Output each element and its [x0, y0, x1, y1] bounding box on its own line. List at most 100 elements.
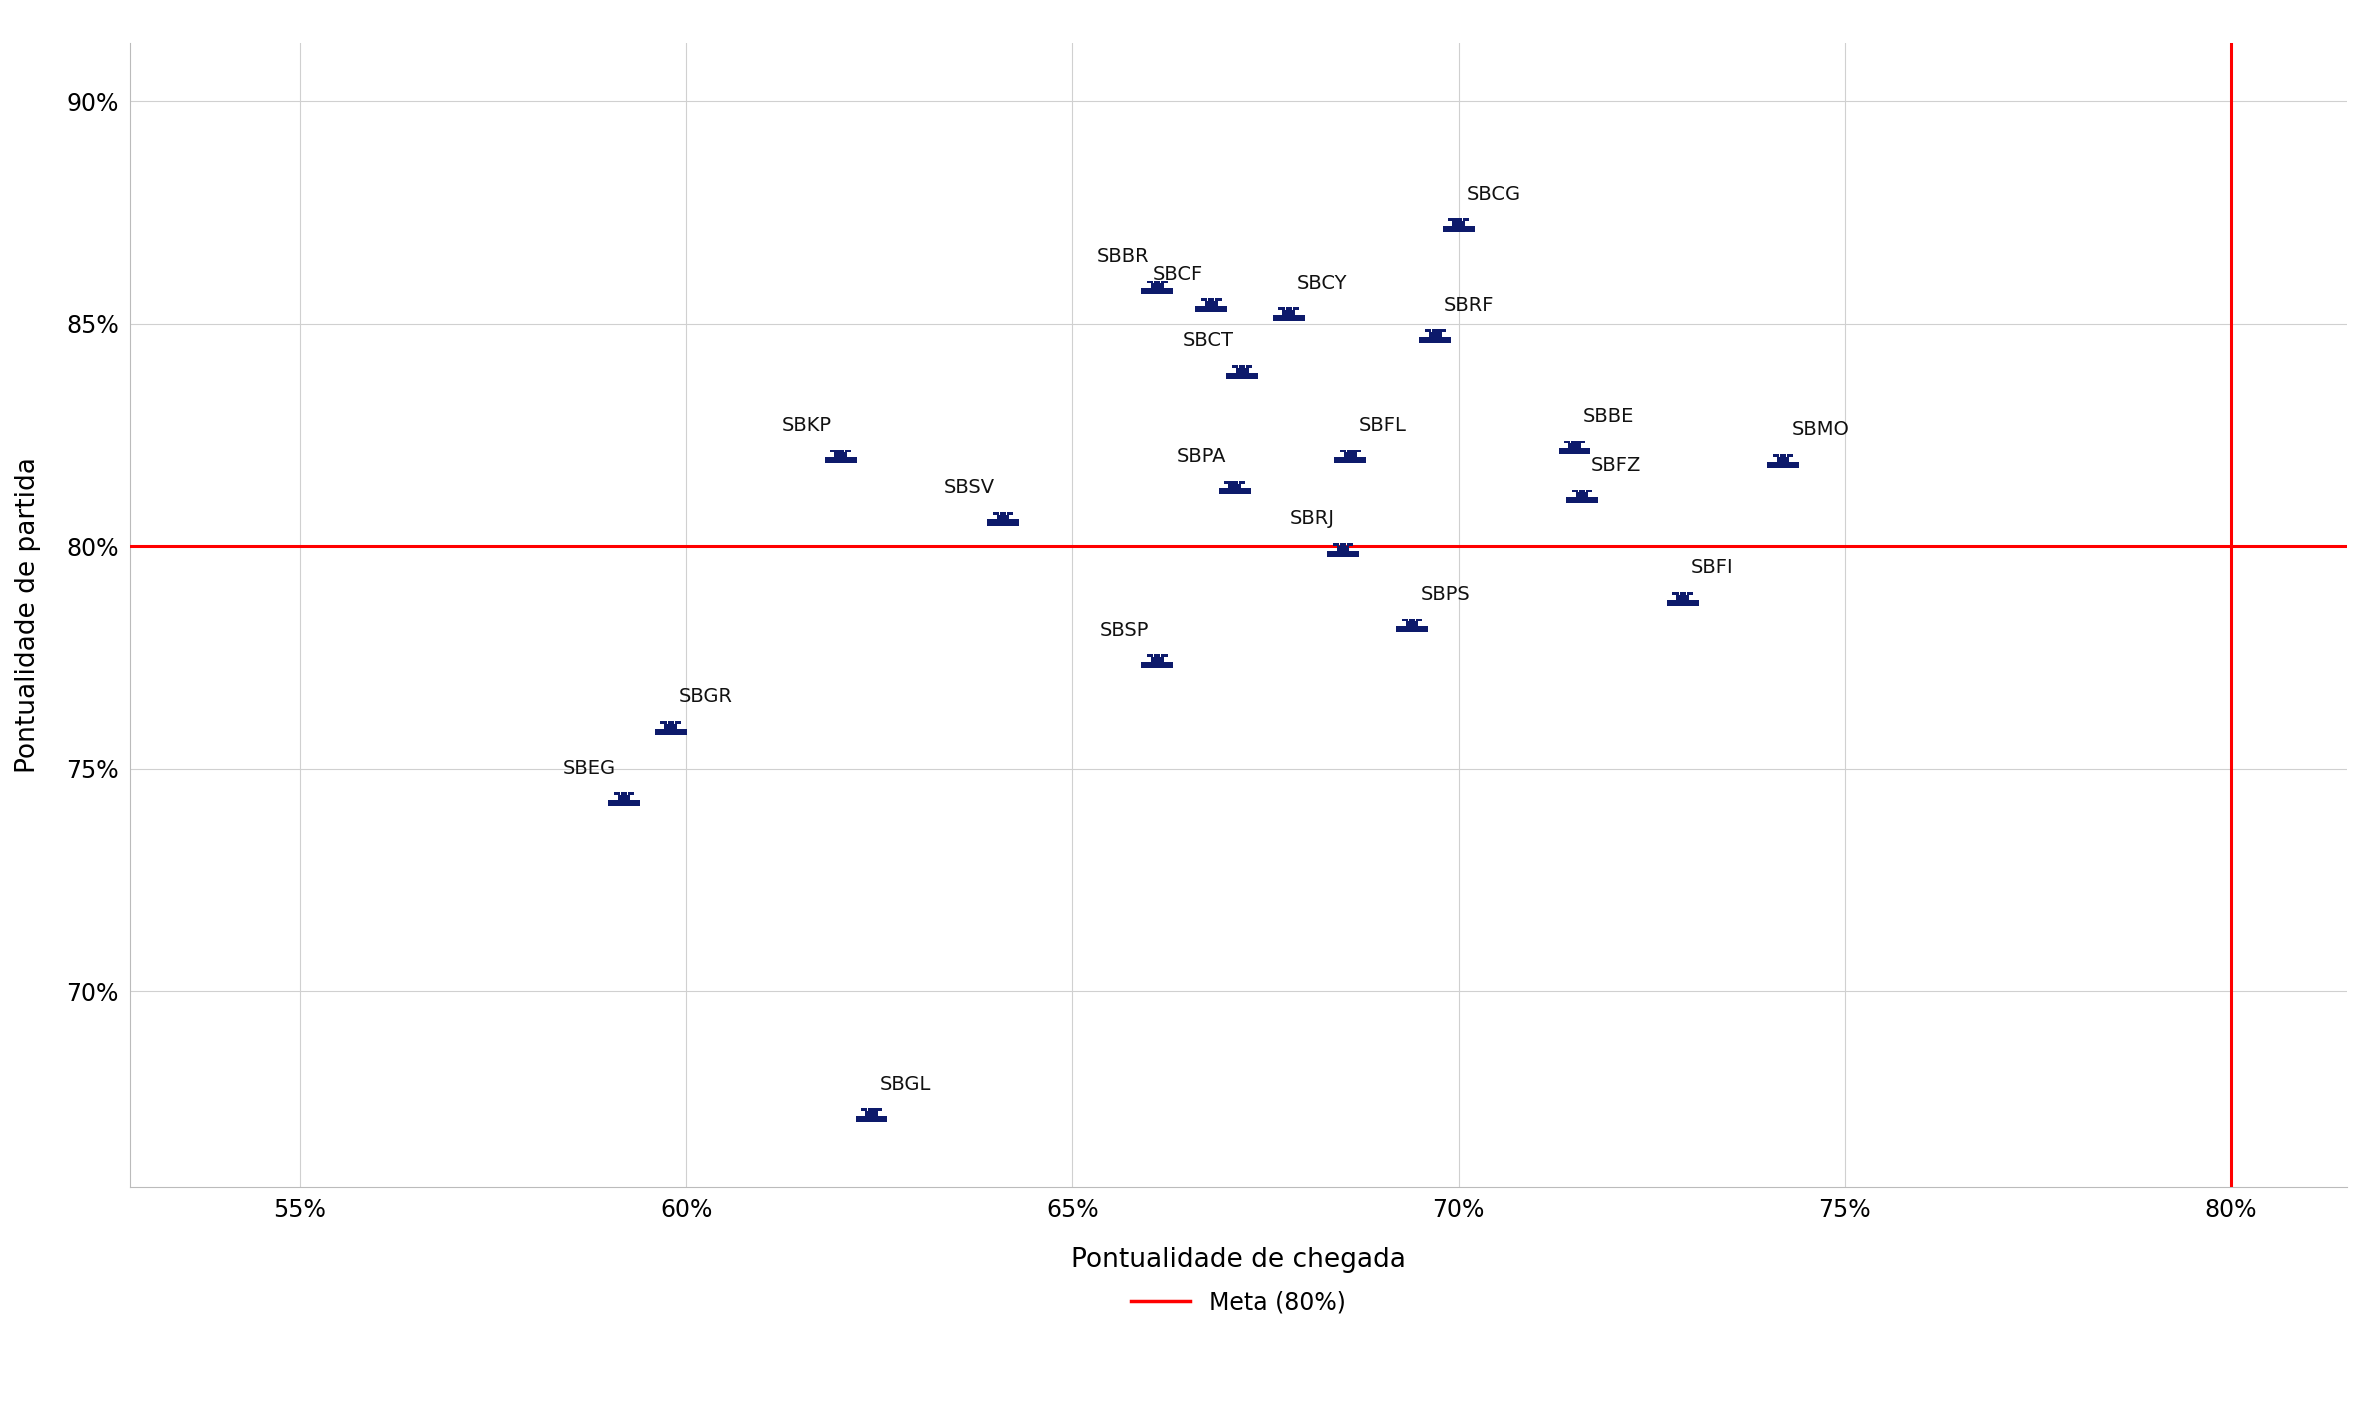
- Bar: [1424, 330, 1431, 332]
- Bar: [1672, 592, 1679, 595]
- Bar: [1292, 307, 1299, 310]
- Bar: [1679, 592, 1686, 595]
- Bar: [846, 449, 850, 452]
- Bar: [1346, 449, 1353, 452]
- Text: SBRJ: SBRJ: [1290, 509, 1335, 529]
- Bar: [1438, 330, 1446, 332]
- Bar: [1273, 315, 1304, 322]
- Text: SBPS: SBPS: [1420, 585, 1469, 604]
- Bar: [869, 1108, 874, 1111]
- Bar: [1578, 441, 1585, 444]
- Bar: [1677, 595, 1689, 599]
- Bar: [1224, 480, 1231, 483]
- Bar: [1238, 480, 1245, 483]
- Bar: [654, 728, 687, 735]
- Bar: [1767, 462, 1800, 468]
- Bar: [1233, 366, 1238, 368]
- Bar: [1353, 449, 1361, 452]
- Bar: [1202, 299, 1207, 300]
- Text: SBFZ: SBFZ: [1590, 456, 1642, 475]
- Bar: [676, 721, 680, 724]
- Bar: [1573, 490, 1578, 493]
- Bar: [1148, 281, 1153, 283]
- Bar: [992, 512, 999, 514]
- Bar: [1228, 483, 1240, 489]
- Bar: [1226, 373, 1259, 378]
- Bar: [1278, 307, 1285, 310]
- Bar: [1776, 456, 1790, 462]
- Y-axis label: Pontualidade de partida: Pontualidade de partida: [14, 458, 40, 774]
- Bar: [1339, 543, 1346, 546]
- Text: SBEG: SBEG: [562, 758, 616, 778]
- Bar: [1150, 283, 1164, 288]
- Bar: [1429, 332, 1441, 337]
- Bar: [1668, 599, 1698, 605]
- Bar: [997, 514, 1009, 520]
- Bar: [1781, 453, 1786, 456]
- Bar: [664, 724, 678, 728]
- Bar: [609, 799, 640, 806]
- Bar: [619, 795, 631, 799]
- Bar: [1155, 281, 1160, 283]
- Bar: [999, 512, 1006, 514]
- Bar: [1006, 512, 1013, 514]
- Bar: [1216, 299, 1221, 300]
- Bar: [1587, 490, 1592, 493]
- Bar: [1141, 662, 1174, 667]
- Bar: [1455, 218, 1462, 221]
- Bar: [1332, 543, 1339, 546]
- Bar: [1162, 281, 1167, 283]
- Bar: [1337, 546, 1349, 551]
- Text: SBSP: SBSP: [1101, 621, 1148, 639]
- Bar: [1571, 441, 1578, 444]
- Text: SBPA: SBPA: [1176, 448, 1226, 466]
- Bar: [1327, 551, 1358, 557]
- Bar: [1417, 619, 1422, 622]
- Bar: [1431, 330, 1438, 332]
- Text: SBCY: SBCY: [1297, 273, 1346, 292]
- Bar: [855, 1115, 888, 1122]
- Bar: [1195, 306, 1228, 312]
- Bar: [1247, 366, 1252, 368]
- Bar: [987, 520, 1018, 526]
- Legend: Meta (80%): Meta (80%): [1122, 1281, 1356, 1323]
- Bar: [1774, 453, 1779, 456]
- Bar: [1205, 300, 1216, 306]
- Text: SBBE: SBBE: [1583, 407, 1635, 427]
- Bar: [1788, 453, 1793, 456]
- Text: SBFI: SBFI: [1691, 558, 1734, 577]
- Text: SBKP: SBKP: [782, 417, 831, 435]
- Bar: [1566, 497, 1599, 503]
- Bar: [831, 449, 836, 452]
- Bar: [1410, 619, 1415, 622]
- Bar: [1346, 543, 1353, 546]
- Bar: [1162, 655, 1167, 657]
- Bar: [876, 1108, 881, 1111]
- Bar: [1235, 368, 1249, 373]
- Bar: [1339, 449, 1346, 452]
- Bar: [1148, 655, 1153, 657]
- Bar: [864, 1111, 879, 1115]
- Bar: [621, 792, 628, 795]
- Bar: [1155, 655, 1160, 657]
- Text: SBFL: SBFL: [1358, 417, 1408, 435]
- Bar: [1568, 444, 1580, 448]
- Bar: [1420, 337, 1450, 343]
- Bar: [1559, 448, 1590, 455]
- Bar: [1231, 480, 1238, 483]
- Bar: [1580, 490, 1585, 493]
- Text: SBMO: SBMO: [1790, 421, 1849, 439]
- Bar: [1462, 218, 1469, 221]
- Bar: [1443, 225, 1474, 232]
- Bar: [824, 458, 857, 463]
- Bar: [1405, 622, 1420, 626]
- Bar: [1403, 619, 1408, 622]
- Bar: [614, 792, 621, 795]
- Bar: [834, 452, 848, 458]
- Text: SBBR: SBBR: [1096, 247, 1148, 266]
- Text: SBCG: SBCG: [1467, 184, 1521, 204]
- Bar: [1396, 626, 1429, 632]
- Bar: [1283, 310, 1294, 315]
- Bar: [661, 721, 666, 724]
- Text: SBSV: SBSV: [942, 479, 994, 497]
